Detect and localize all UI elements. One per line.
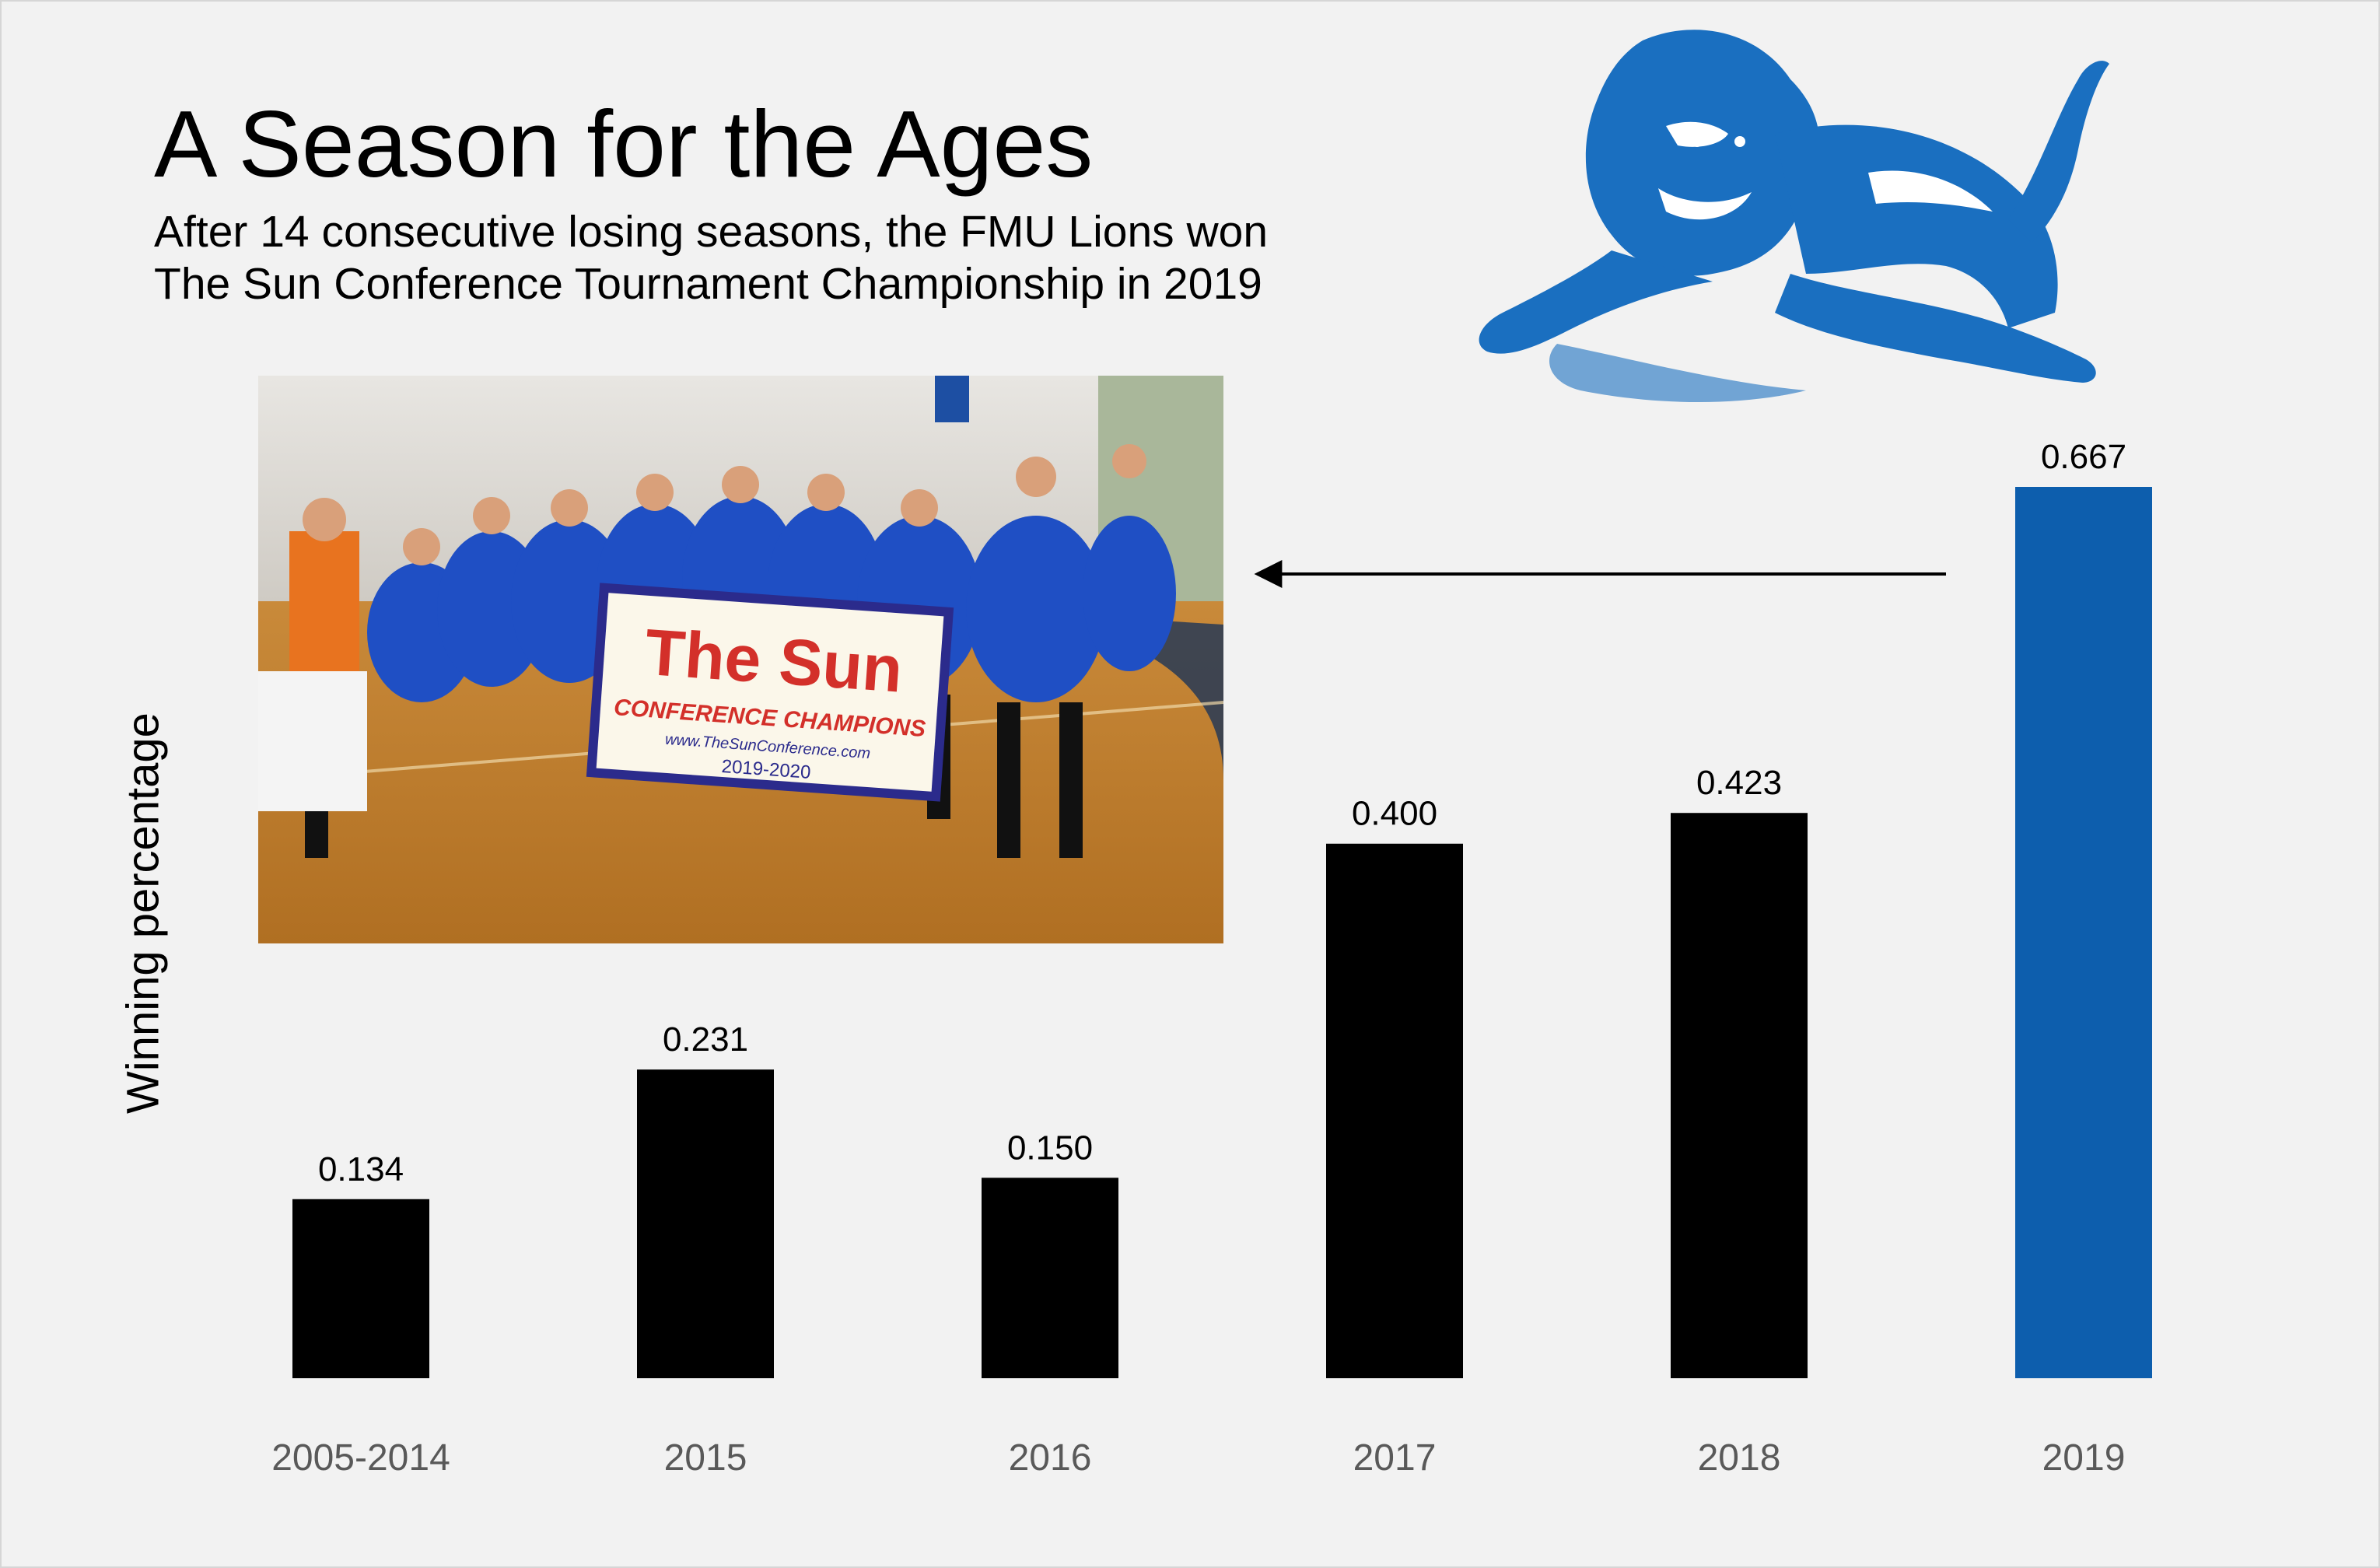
- bar-2016: [982, 1178, 1118, 1378]
- x-tick-label-2017: 2017: [1353, 1437, 1437, 1479]
- x-tick-label-2019: 2019: [2042, 1437, 2126, 1479]
- data-label-2017: 0.400: [1352, 795, 1437, 833]
- bar-2005-2014: [292, 1199, 429, 1378]
- data-label-2019: 0.667: [2041, 438, 2126, 476]
- data-label-2016: 0.150: [1007, 1129, 1093, 1167]
- lion-icon: [1479, 30, 2109, 402]
- data-label-2015: 0.231: [663, 1020, 748, 1059]
- banner-title: The Sun: [642, 615, 905, 706]
- bar-2018: [1671, 813, 1808, 1378]
- chart-subtitle-line-2: The Sun Conference Tournament Championsh…: [154, 259, 1262, 309]
- data-label-2018: 0.423: [1696, 764, 1782, 802]
- champions-banner: The Sun CONFERENCE CHAMPIONS www.TheSunC…: [586, 583, 954, 802]
- bars: 0.134 2005-2014 0.231 2015 0.150 2016 0.400 201…: [271, 438, 2152, 1479]
- x-tick-label-2016: 2016: [1009, 1437, 1092, 1479]
- bar-2017: [1326, 843, 1463, 1378]
- chart-subtitle-line-1: After 14 consecutive losing seasons, the…: [154, 207, 1269, 257]
- bar-2019: [2015, 487, 2152, 1378]
- x-tick-label-2005-2014: 2005-2014: [271, 1437, 450, 1479]
- data-label-2005-2014: 0.134: [318, 1150, 404, 1188]
- chart-title: A Season for the Ages: [154, 91, 1094, 197]
- x-tick-label-2018: 2018: [1698, 1437, 1781, 1479]
- bar-2015: [637, 1069, 774, 1378]
- x-tick-label-2015: 2015: [664, 1437, 747, 1479]
- team-photo: The Sun CONFERENCE CHAMPIONS www.TheSunC…: [258, 376, 1223, 943]
